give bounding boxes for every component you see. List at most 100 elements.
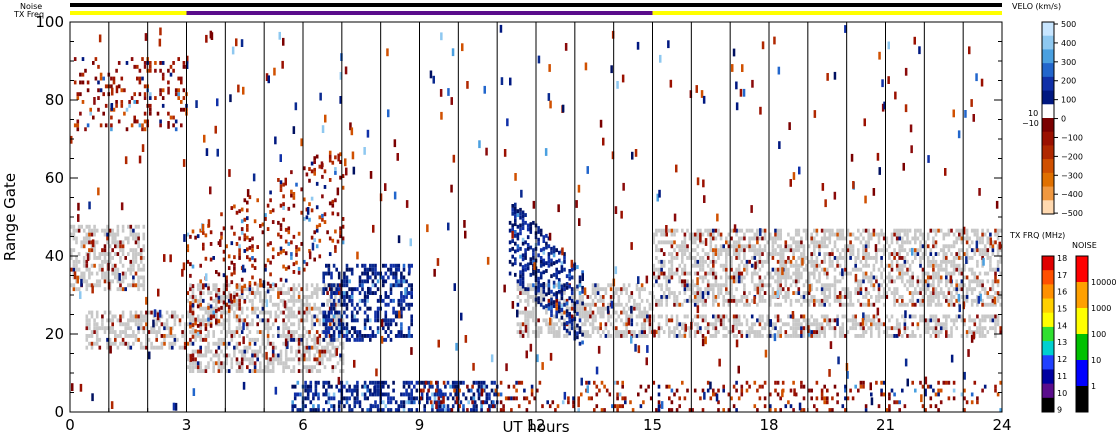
echo-cell	[227, 353, 231, 358]
echo-cell	[366, 267, 369, 272]
echo-cell	[648, 326, 652, 331]
echo-cell	[295, 287, 298, 292]
echo-cell	[374, 263, 377, 268]
echo-cell	[885, 314, 889, 319]
echo-cell	[968, 318, 971, 323]
echo-cell	[322, 380, 325, 385]
echo-cell	[743, 291, 746, 295]
echo-cell	[138, 68, 142, 73]
echo-cell	[604, 291, 608, 295]
echo-cell	[124, 287, 127, 292]
echo-cell	[99, 88, 103, 93]
echo-cell	[328, 283, 332, 288]
echo-cell	[735, 326, 738, 331]
echo-cell	[331, 314, 335, 319]
echo-cell	[485, 384, 489, 389]
echo-cell	[558, 270, 561, 275]
echo-cell	[693, 291, 697, 295]
echo-cell	[143, 92, 147, 97]
echo-cell	[802, 330, 806, 334]
echo-cell	[903, 302, 907, 307]
echo-cell	[303, 318, 306, 323]
echo-cell	[978, 279, 982, 284]
echo-cell	[290, 337, 293, 342]
echo-cell	[665, 298, 668, 303]
echo-cell	[815, 298, 819, 303]
echo-cell	[673, 326, 676, 331]
echo-cell	[792, 248, 795, 253]
echo-cell	[906, 287, 909, 292]
echo-cell	[591, 314, 595, 319]
echo-cell	[114, 263, 117, 268]
echo-cell	[159, 68, 162, 73]
echo-cell	[139, 275, 143, 280]
echo-cell	[926, 330, 930, 334]
echo-cell	[901, 271, 904, 276]
echo-cell	[376, 310, 380, 315]
echo-cell	[719, 236, 723, 241]
echo-cell	[968, 244, 971, 249]
echo-cell	[246, 287, 249, 292]
echo-cell	[343, 326, 346, 331]
echo-cell	[269, 326, 272, 331]
echo-cell	[675, 295, 679, 299]
echo-cell	[640, 334, 644, 338]
echo-cell	[196, 287, 200, 292]
echo-cell	[374, 310, 377, 315]
echo-cell	[898, 256, 901, 260]
echo-cell	[947, 244, 951, 249]
echo-cell	[191, 323, 195, 327]
echo-cell	[662, 228, 666, 233]
echo-cell	[712, 267, 715, 272]
echo-cell	[137, 287, 140, 292]
echo-cell	[139, 259, 143, 264]
echo-cell	[578, 302, 582, 307]
echo-cell	[106, 232, 109, 237]
echo-cell	[322, 392, 325, 397]
echo-cell	[202, 322, 205, 327]
echo-cell	[277, 353, 280, 358]
echo-cell	[555, 298, 558, 303]
echo-cell	[880, 263, 883, 268]
echo-cell	[97, 88, 100, 93]
echo-cell	[330, 295, 333, 299]
echo-cell	[844, 252, 847, 256]
echo-cell	[397, 330, 401, 334]
echo-cell	[305, 349, 309, 354]
echo-cell	[965, 298, 969, 303]
echo-cell	[317, 396, 320, 401]
echo-cell	[919, 248, 922, 253]
echo-cell	[670, 244, 674, 249]
echo-cell	[315, 369, 319, 373]
echo-cell	[797, 318, 801, 323]
echo-cell	[428, 380, 432, 385]
echo-cell	[937, 322, 940, 327]
echo-cell	[318, 306, 322, 311]
echo-cell	[670, 318, 674, 323]
echo-cell	[327, 267, 331, 272]
echo-cell	[864, 314, 868, 319]
echo-cell	[670, 240, 674, 245]
echo-cell	[217, 361, 221, 366]
echo-cell	[844, 334, 847, 338]
echo-cell	[222, 353, 226, 358]
echo-cell	[251, 337, 254, 342]
echo-cell	[217, 357, 221, 362]
echo-cell	[753, 244, 757, 249]
echo-cell	[844, 259, 847, 264]
echo-cell	[154, 96, 157, 100]
echo-cell	[890, 291, 894, 295]
echo-cell	[607, 334, 610, 338]
echo-cell	[85, 287, 89, 292]
echo-cell	[862, 271, 865, 276]
echo-cell	[253, 365, 257, 370]
echo-cell	[740, 248, 744, 253]
echo-cell	[813, 298, 816, 303]
echo-cell	[779, 256, 782, 260]
echo-cell	[108, 244, 112, 249]
echo-cell	[797, 263, 801, 268]
echo-cell	[336, 239, 340, 244]
echo-cell	[885, 291, 889, 295]
echo-cell	[222, 273, 226, 278]
echo-cell	[99, 72, 103, 77]
